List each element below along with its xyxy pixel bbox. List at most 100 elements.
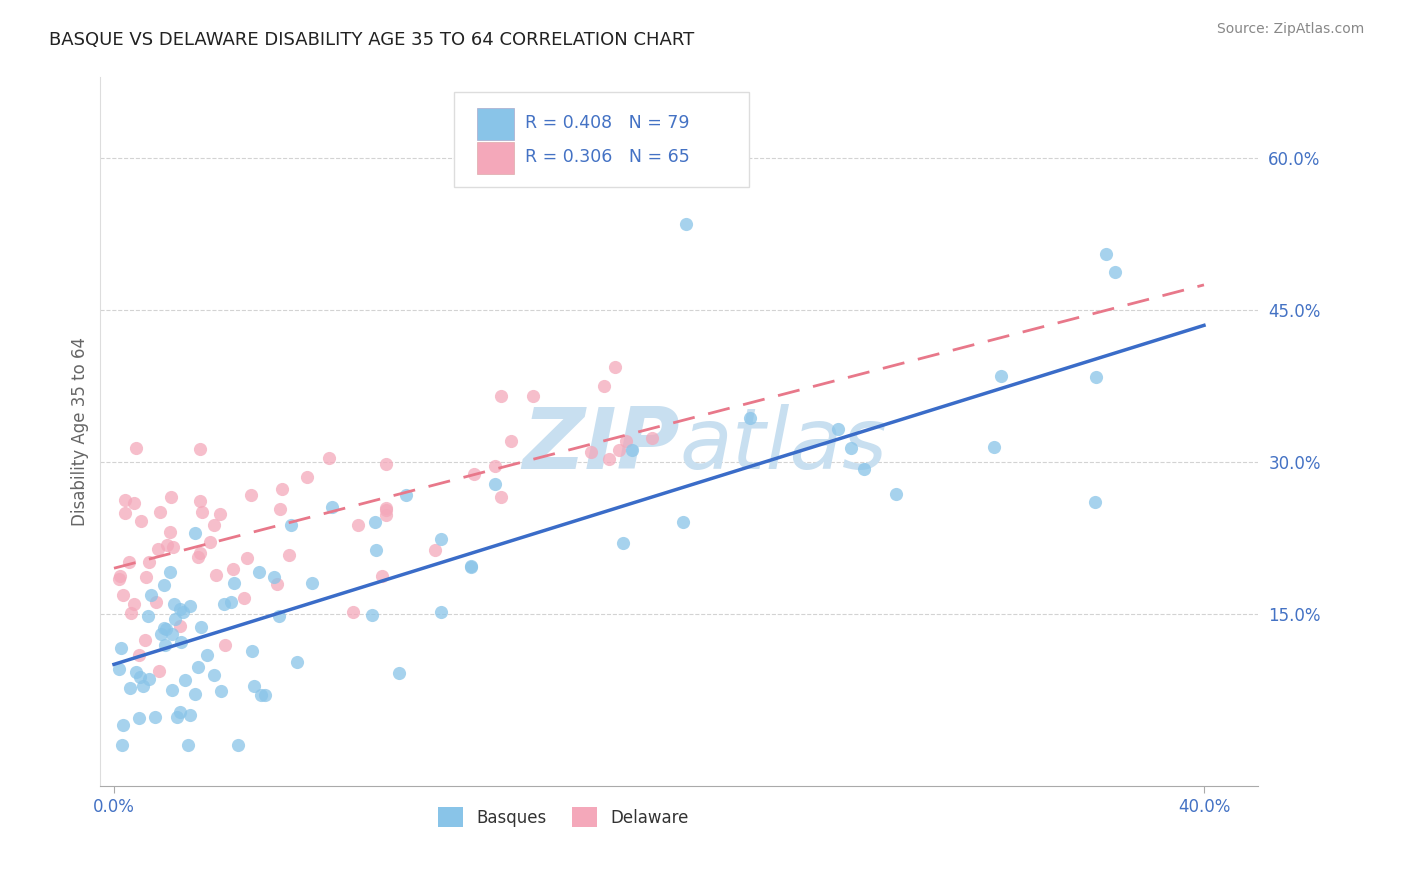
Point bbox=[188, 442, 211, 456]
Point bbox=[983, 440, 1005, 454]
Point bbox=[128, 711, 150, 725]
Point bbox=[224, 576, 246, 591]
Point bbox=[202, 518, 225, 533]
Point bbox=[155, 622, 177, 636]
Point bbox=[295, 470, 318, 484]
Point bbox=[129, 670, 152, 684]
Point bbox=[179, 707, 201, 722]
Point bbox=[190, 546, 212, 560]
Point bbox=[108, 572, 131, 586]
Point bbox=[128, 648, 150, 663]
Point bbox=[159, 524, 181, 539]
Point bbox=[169, 602, 191, 616]
Point bbox=[614, 434, 637, 449]
Point bbox=[200, 534, 222, 549]
Point bbox=[156, 538, 179, 552]
Point bbox=[620, 443, 643, 458]
Point bbox=[463, 467, 485, 481]
Point bbox=[122, 597, 145, 611]
Point bbox=[111, 717, 134, 731]
Point bbox=[108, 662, 131, 676]
Text: Source: ZipAtlas.com: Source: ZipAtlas.com bbox=[1216, 22, 1364, 37]
Point bbox=[641, 431, 664, 445]
Point bbox=[489, 389, 512, 403]
Point bbox=[395, 488, 418, 502]
Point bbox=[176, 739, 198, 753]
Point bbox=[1094, 247, 1116, 261]
Point bbox=[110, 640, 132, 655]
Point bbox=[187, 549, 209, 564]
Point bbox=[114, 493, 136, 508]
Point bbox=[139, 588, 162, 602]
Point bbox=[430, 532, 453, 546]
Point bbox=[184, 525, 207, 540]
Point bbox=[118, 681, 141, 695]
Point bbox=[233, 591, 256, 605]
Point bbox=[1084, 369, 1107, 384]
Point bbox=[190, 619, 212, 633]
Point bbox=[239, 488, 262, 502]
Point bbox=[675, 217, 697, 231]
Legend: Basques, Delaware: Basques, Delaware bbox=[432, 800, 696, 834]
Point bbox=[242, 644, 264, 658]
Point bbox=[375, 501, 398, 516]
Point bbox=[884, 487, 907, 501]
Point bbox=[166, 710, 188, 724]
Text: atlas: atlas bbox=[679, 404, 887, 487]
Point bbox=[375, 458, 398, 472]
Point bbox=[146, 541, 169, 556]
Point bbox=[209, 684, 232, 698]
Point bbox=[118, 555, 141, 569]
Point bbox=[219, 595, 242, 609]
Point bbox=[138, 673, 160, 687]
Point bbox=[173, 673, 195, 687]
Point bbox=[250, 688, 273, 702]
Point bbox=[243, 679, 266, 693]
Point bbox=[269, 502, 291, 516]
Point bbox=[136, 609, 159, 624]
Point bbox=[267, 609, 290, 624]
Point bbox=[285, 655, 308, 669]
Point bbox=[179, 599, 201, 614]
Point bbox=[150, 627, 173, 641]
Point bbox=[499, 434, 522, 448]
Point bbox=[169, 618, 191, 632]
Point bbox=[460, 558, 482, 573]
Point bbox=[205, 567, 228, 582]
Point bbox=[131, 679, 153, 693]
Point bbox=[153, 621, 176, 635]
Point bbox=[484, 458, 506, 473]
Point bbox=[603, 360, 626, 375]
Point bbox=[170, 635, 193, 649]
Point bbox=[430, 605, 453, 619]
Point bbox=[364, 543, 387, 558]
FancyBboxPatch shape bbox=[477, 108, 513, 140]
Point bbox=[278, 549, 301, 563]
Point bbox=[375, 508, 398, 522]
Point bbox=[129, 514, 152, 528]
Point bbox=[226, 739, 249, 753]
Point bbox=[134, 633, 156, 648]
Point bbox=[853, 461, 876, 475]
Point bbox=[280, 517, 302, 532]
Point bbox=[361, 607, 384, 622]
Point bbox=[160, 682, 183, 697]
Point bbox=[593, 379, 616, 393]
Point bbox=[579, 444, 602, 458]
Point bbox=[342, 605, 364, 619]
Point bbox=[188, 493, 211, 508]
Point bbox=[841, 442, 863, 456]
Point bbox=[125, 441, 148, 455]
Point bbox=[247, 565, 270, 579]
Point bbox=[183, 687, 205, 701]
Point bbox=[172, 605, 194, 619]
Text: R = 0.306   N = 65: R = 0.306 N = 65 bbox=[526, 148, 690, 167]
Point bbox=[1084, 495, 1107, 509]
Point bbox=[522, 388, 544, 402]
Y-axis label: Disability Age 35 to 64: Disability Age 35 to 64 bbox=[72, 337, 89, 526]
Point bbox=[491, 490, 513, 504]
Point bbox=[271, 482, 294, 496]
Point bbox=[423, 543, 446, 558]
Point bbox=[371, 569, 394, 583]
Point bbox=[163, 612, 186, 626]
